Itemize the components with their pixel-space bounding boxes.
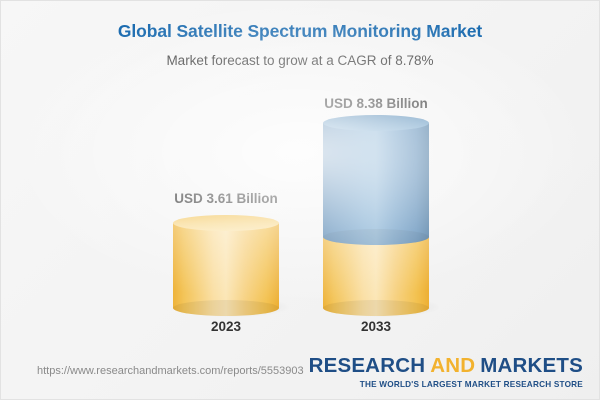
bar-2033-upper-body (323, 123, 429, 237)
bar-2033-base-ellipse (323, 300, 429, 316)
bar-2033-top-ellipse (323, 115, 429, 131)
bar-2023-category-label: 2023 (210, 319, 242, 334)
bar-2023-value-label: USD 3.61 Billion (174, 191, 278, 206)
bar-2033-category-label: 2033 (360, 319, 392, 334)
logo-tagline: THE WORLD'S LARGEST MARKET RESEARCH STOR… (359, 379, 583, 389)
bar-2023-cylinder (173, 215, 279, 316)
logo-word-and: AND (430, 354, 476, 377)
logo-wordmark: RESEARCH AND MARKETS (308, 354, 583, 377)
bar-2033-value-label: USD 8.38 Billion (324, 96, 428, 111)
bar-2023-base-ellipse (173, 300, 279, 316)
bar-2033-lower-body (323, 237, 429, 308)
footer: https://www.researchandmarkets.com/repor… (1, 344, 599, 399)
bar-2033-split-ellipse (323, 229, 429, 245)
bar-2023-top-ellipse (173, 215, 279, 231)
plot-area: USD 3.61 Billion 2023 USD 8.38 Billion (1, 1, 599, 346)
logo-word-research: RESEARCH (308, 354, 426, 377)
logo-word-markets: MARKETS (480, 354, 583, 377)
bar-2033-cylinder (323, 115, 429, 316)
bar-2023-body (173, 223, 279, 308)
report-url[interactable]: https://www.researchandmarkets.com/repor… (37, 365, 304, 377)
research-and-markets-logo[interactable]: RESEARCH AND MARKETS THE WORLD'S LARGEST M… (308, 354, 583, 389)
